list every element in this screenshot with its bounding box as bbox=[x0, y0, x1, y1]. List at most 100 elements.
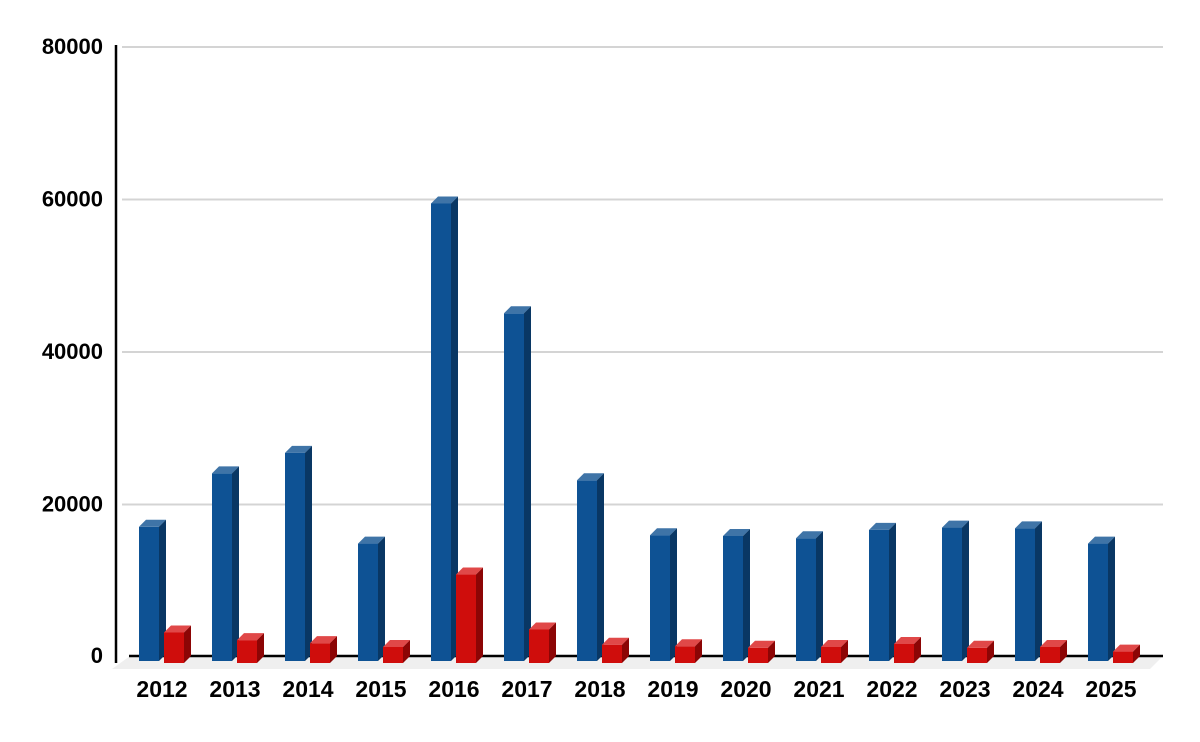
bar-2012-series-1-blue[interactable] bbox=[139, 526, 159, 661]
chart-floor bbox=[112, 656, 1163, 669]
bar-2013-series-1-blue[interactable] bbox=[212, 473, 232, 661]
bar-2021-series-1-blue[interactable] bbox=[796, 538, 816, 661]
bar-side-2020-series-1-blue bbox=[743, 528, 750, 661]
bar-side-2024-series-2-red bbox=[1060, 639, 1067, 663]
bar-2022-series-1-blue[interactable] bbox=[869, 529, 889, 661]
bar-side-2023-series-2-red bbox=[987, 640, 994, 663]
bar-top-2023-series-1-blue bbox=[942, 520, 969, 528]
bar-2015-series-1-blue[interactable] bbox=[358, 543, 378, 661]
bar-2018-series-1-blue[interactable] bbox=[577, 480, 597, 661]
x-tick-label-2021: 2021 bbox=[793, 676, 844, 702]
bar-top-2014-series-1-blue bbox=[285, 445, 312, 453]
bar-side-2025-series-2-red bbox=[1133, 644, 1140, 663]
bar-side-2019-series-2-red bbox=[695, 639, 702, 663]
bar-top-2020-series-2-red bbox=[748, 640, 775, 648]
bar-top-2016-series-2-red bbox=[456, 567, 483, 575]
x-tick-label-2016: 2016 bbox=[428, 676, 479, 702]
bar-side-2012-series-2-red bbox=[184, 625, 191, 663]
bar-2019-series-1-blue[interactable] bbox=[650, 535, 670, 661]
bar-top-2025-series-1-blue bbox=[1088, 536, 1115, 544]
bar-2017-series-1-blue[interactable] bbox=[504, 313, 524, 661]
bar-side-2017-series-2-red bbox=[549, 622, 556, 663]
bar-2023-series-1-blue[interactable] bbox=[942, 527, 962, 661]
bar-2018-series-2-red[interactable] bbox=[602, 644, 622, 663]
y-tick-label: 80000 bbox=[42, 34, 103, 59]
bar-top-2017-series-2-red bbox=[529, 622, 556, 630]
bar-top-2013-series-1-blue bbox=[212, 466, 239, 474]
bar-top-2014-series-2-red bbox=[310, 636, 337, 644]
x-tick-label-2022: 2022 bbox=[866, 676, 917, 702]
bar-2022-series-2-red[interactable] bbox=[894, 643, 914, 663]
bar-side-2019-series-1-blue bbox=[670, 528, 677, 661]
bar-2023-series-2-red[interactable] bbox=[967, 647, 987, 663]
bar-2015-series-2-red[interactable] bbox=[383, 646, 403, 663]
bar-top-2019-series-2-red bbox=[675, 639, 702, 647]
bar-top-2024-series-2-red bbox=[1040, 639, 1067, 647]
x-tick-label-2013: 2013 bbox=[209, 676, 260, 702]
bar-top-2012-series-2-red bbox=[164, 625, 191, 633]
bar-side-2021-series-1-blue bbox=[816, 531, 823, 661]
bar-side-2013-series-1-blue bbox=[232, 466, 239, 661]
bar-side-2015-series-2-red bbox=[403, 639, 410, 663]
bar-2012-series-2-red[interactable] bbox=[164, 632, 184, 664]
bar-top-2015-series-2-red bbox=[383, 639, 410, 647]
x-tick-label-2019: 2019 bbox=[647, 676, 698, 702]
bar-2014-series-1-blue[interactable] bbox=[285, 452, 305, 661]
bar-2016-series-1-blue[interactable] bbox=[431, 203, 451, 662]
bar-2013-series-2-red[interactable] bbox=[237, 640, 257, 663]
bar-2025-series-1-blue[interactable] bbox=[1088, 543, 1108, 661]
bar-top-2019-series-1-blue bbox=[650, 528, 677, 536]
x-tick-label-2014: 2014 bbox=[282, 676, 333, 702]
bar-top-2012-series-1-blue bbox=[139, 519, 166, 527]
x-tick-label-2018: 2018 bbox=[574, 676, 625, 702]
bar-2014-series-2-red[interactable] bbox=[310, 643, 330, 663]
bar-top-2016-series-1-blue bbox=[431, 196, 458, 204]
bar-top-2021-series-1-blue bbox=[796, 531, 823, 539]
bar-top-2021-series-2-red bbox=[821, 639, 848, 647]
bar-2016-series-2-red[interactable] bbox=[456, 574, 476, 663]
bar-side-2014-series-1-blue bbox=[305, 445, 312, 661]
bar-side-2018-series-2-red bbox=[622, 637, 629, 663]
bar-top-2024-series-1-blue bbox=[1015, 521, 1042, 529]
bar-side-2018-series-1-blue bbox=[597, 473, 604, 661]
x-tick-label-2025: 2025 bbox=[1085, 676, 1136, 702]
bar-side-2025-series-1-blue bbox=[1108, 536, 1115, 661]
bar-side-2024-series-1-blue bbox=[1035, 521, 1042, 661]
bar-top-2020-series-1-blue bbox=[723, 528, 750, 536]
x-tick-label-2024: 2024 bbox=[1012, 676, 1063, 702]
bar-2020-series-1-blue[interactable] bbox=[723, 535, 743, 661]
bar-side-2016-series-1-blue bbox=[451, 196, 458, 661]
bar-2020-series-2-red[interactable] bbox=[748, 647, 768, 663]
bar-top-2025-series-2-red bbox=[1113, 644, 1140, 652]
x-tick-label-2017: 2017 bbox=[501, 676, 552, 702]
bar-side-2021-series-2-red bbox=[841, 639, 848, 663]
bar-top-2017-series-1-blue bbox=[504, 306, 531, 314]
x-tick-label-2020: 2020 bbox=[720, 676, 771, 702]
bar-side-2022-series-1-blue bbox=[889, 522, 896, 661]
bar-2025-series-2-red[interactable] bbox=[1113, 651, 1133, 663]
y-tick-label: 40000 bbox=[42, 339, 103, 364]
bar-side-2015-series-1-blue bbox=[378, 536, 385, 661]
bar-side-2020-series-2-red bbox=[768, 640, 775, 663]
bar-top-2023-series-2-red bbox=[967, 640, 994, 648]
bar-top-2018-series-1-blue bbox=[577, 473, 604, 481]
bar-side-2016-series-2-red bbox=[476, 567, 483, 663]
bar-side-2017-series-1-blue bbox=[524, 306, 531, 661]
bar-top-2015-series-1-blue bbox=[358, 536, 385, 544]
bar-top-2018-series-2-red bbox=[602, 637, 629, 645]
x-tick-label-2015: 2015 bbox=[355, 676, 406, 702]
bar-top-2022-series-2-red bbox=[894, 636, 921, 644]
bar-side-2012-series-1-blue bbox=[159, 519, 166, 661]
bar-2024-series-1-blue[interactable] bbox=[1015, 528, 1035, 661]
bar-side-2022-series-2-red bbox=[914, 636, 921, 663]
bar-2017-series-2-red[interactable] bbox=[529, 629, 549, 663]
bar-side-2014-series-2-red bbox=[330, 636, 337, 663]
bar-2024-series-2-red[interactable] bbox=[1040, 646, 1060, 663]
x-tick-label-2023: 2023 bbox=[939, 676, 990, 702]
bar-2021-series-2-red[interactable] bbox=[821, 646, 841, 663]
bar-top-2013-series-2-red bbox=[237, 633, 264, 641]
bar-2019-series-2-red[interactable] bbox=[675, 646, 695, 663]
bar-side-2023-series-1-blue bbox=[962, 520, 969, 661]
